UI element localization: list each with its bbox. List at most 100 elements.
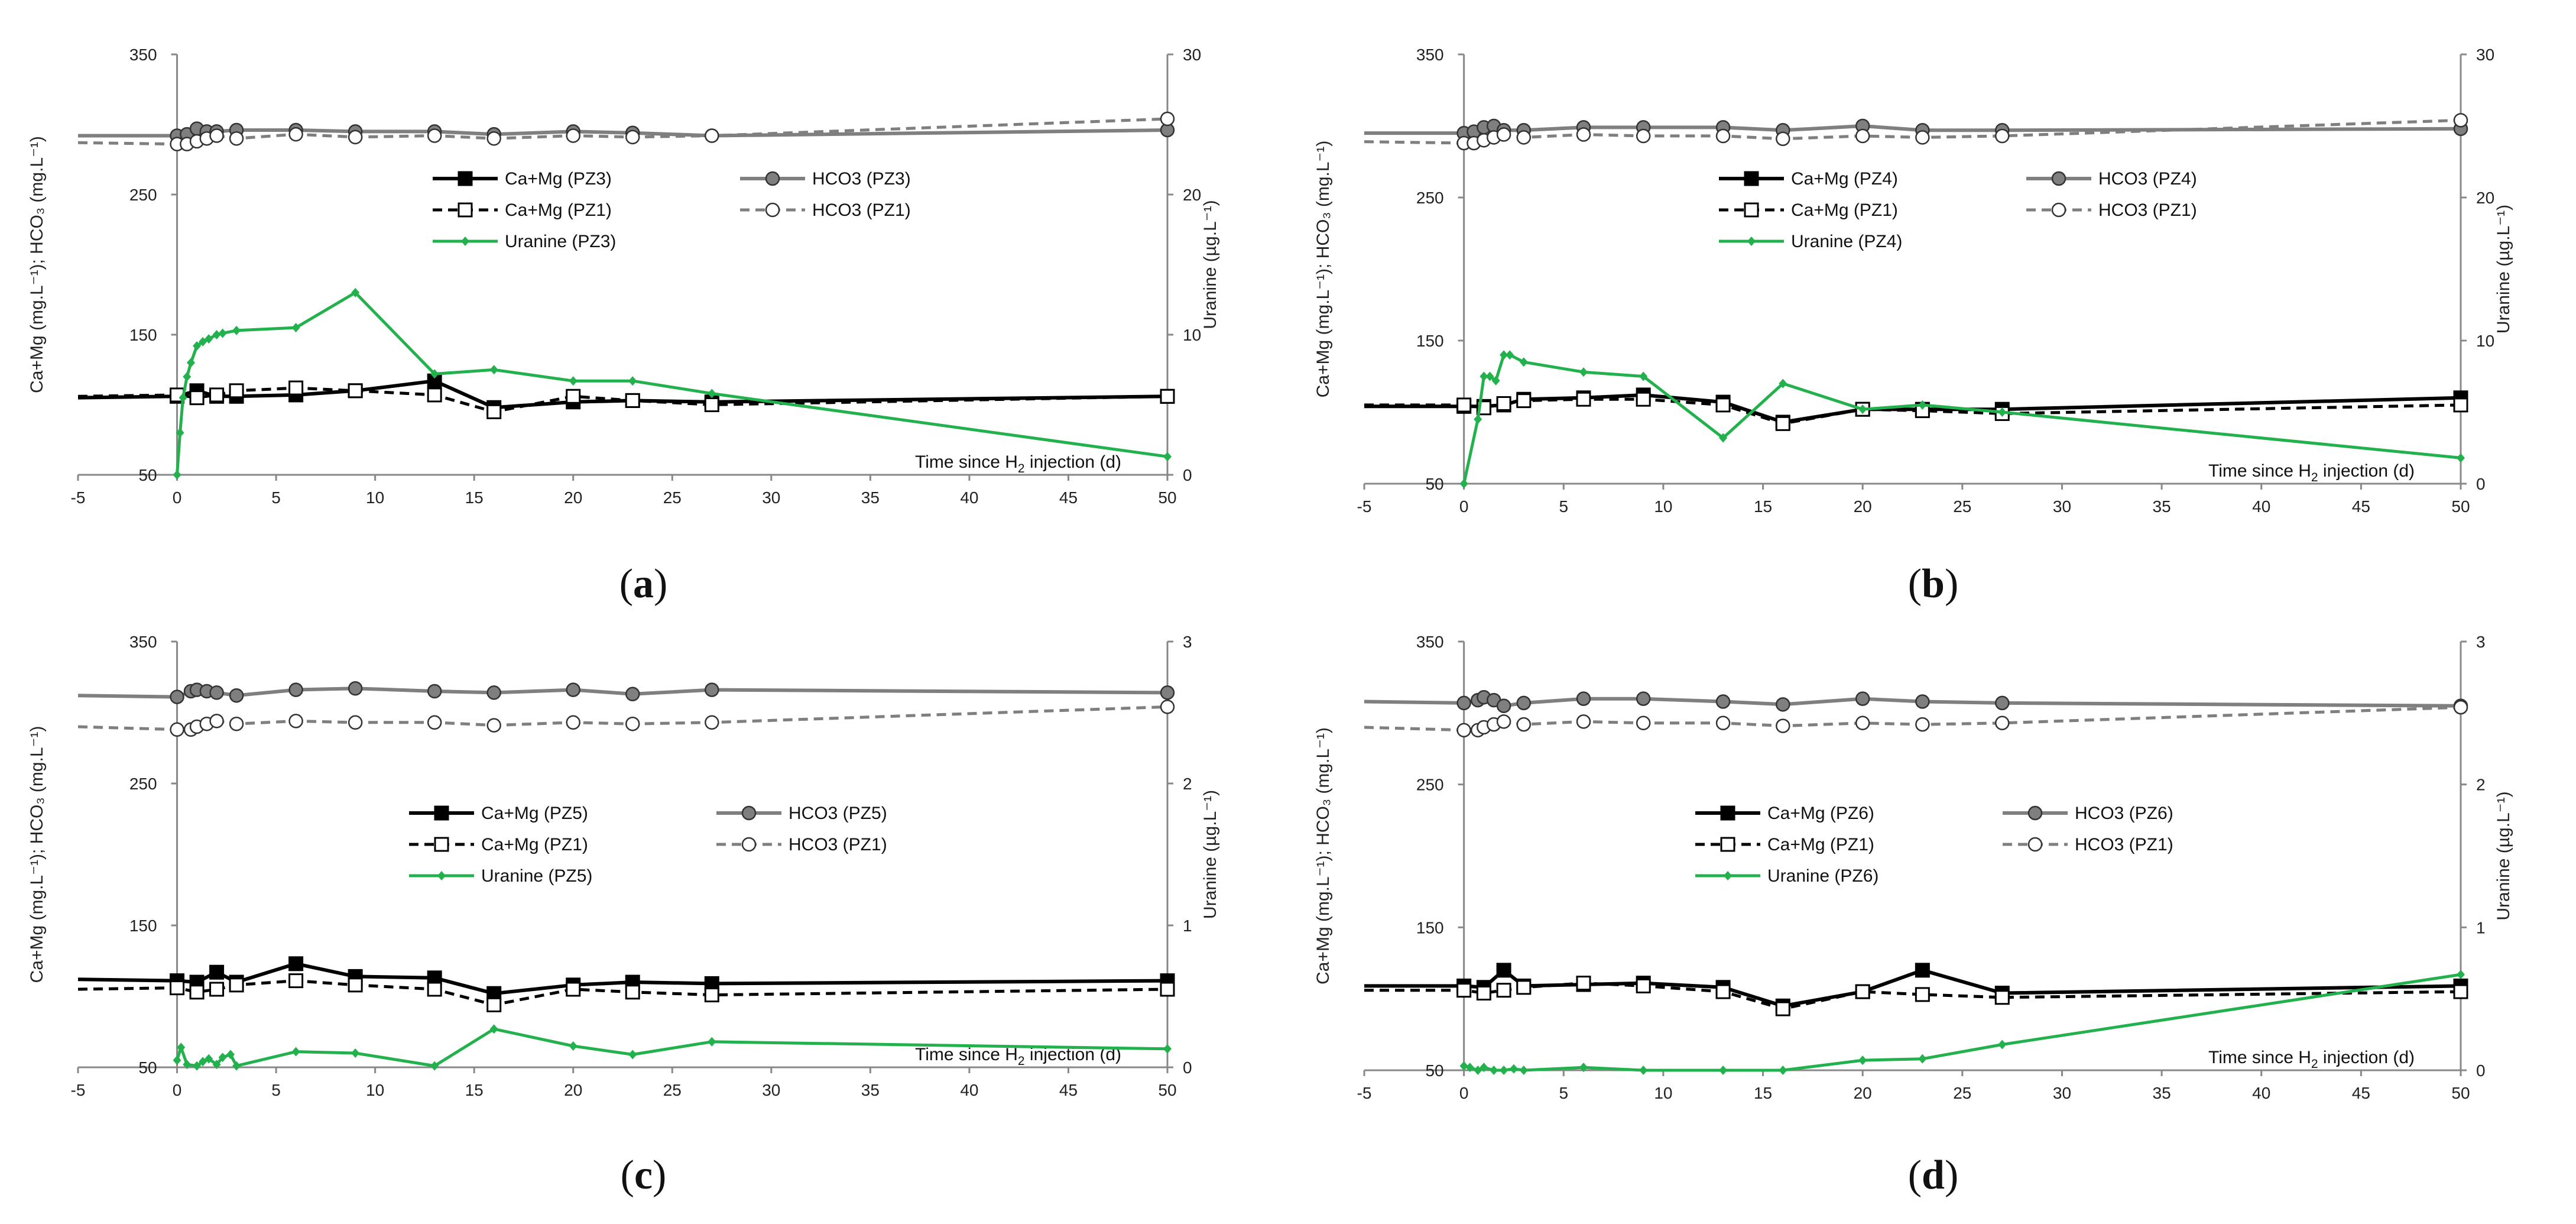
data-point — [427, 128, 442, 143]
data-point — [1775, 1001, 1790, 1016]
x-tick-label: 25 — [663, 1081, 682, 1099]
data-point — [1459, 1061, 1468, 1071]
y-axis-title-right: Uranine (µg.L⁻¹) — [2494, 205, 2513, 333]
data-point — [1456, 397, 1472, 413]
y-tick-label-left: 150 — [129, 917, 157, 935]
x-tick-label: 20 — [564, 488, 582, 507]
data-point — [1636, 391, 1651, 407]
data-point — [1995, 715, 2010, 730]
x-tick-label: 50 — [2451, 497, 2470, 516]
y-tick-label-right: 0 — [1183, 1058, 1192, 1077]
y-tick-label-left: 250 — [1416, 189, 1444, 207]
x-tick-label: 5 — [1559, 1084, 1568, 1102]
x-tick-label: 30 — [762, 488, 780, 507]
data-point — [1519, 357, 1528, 367]
legend: Ca+Mg (PZ3) HCO3 (PZ3) Ca+Mg (PZ1) HCO3 (PZ… — [433, 169, 911, 251]
series-ca_pz1 — [77, 380, 1175, 419]
legend-swatch-marker — [458, 202, 473, 218]
data-point — [1715, 715, 1731, 730]
data-point — [205, 334, 213, 344]
legend-swatch-marker — [741, 805, 757, 821]
legend-label: Ca+Mg (PZ3) — [505, 169, 612, 189]
data-point — [2453, 113, 2468, 128]
data-point — [348, 977, 363, 993]
x-tick-label: 25 — [1953, 497, 1971, 516]
data-point — [625, 687, 640, 702]
y-tick-label-left: 250 — [129, 186, 157, 204]
data-point — [1776, 718, 1790, 733]
series-uranine — [173, 1024, 1172, 1071]
data-point — [489, 365, 498, 375]
x-tick-label: 50 — [1158, 1081, 1176, 1099]
data-point — [189, 390, 205, 406]
legend-label: Ca+Mg (PZ1) — [481, 835, 588, 854]
y-tick-label-left: 50 — [1425, 1061, 1443, 1080]
legend-label: Uranine (PZ5) — [481, 866, 592, 886]
data-point — [232, 1061, 241, 1071]
data-point — [427, 684, 442, 699]
x-tick-label: -5 — [1357, 497, 1372, 516]
x-tick-label: 20 — [564, 1081, 582, 1099]
legend: Ca+Mg (PZ4) HCO3 (PZ4) Ca+Mg (PZ1) HCO3 (PZ… — [1719, 169, 2197, 251]
x-tick-label: 0 — [1459, 1084, 1469, 1102]
data-point — [1715, 397, 1731, 413]
series-hco3_pz1 — [1364, 113, 2468, 151]
legend-swatch-marker — [2051, 202, 2066, 218]
data-point — [625, 393, 640, 408]
data-point — [625, 716, 640, 731]
data-point — [1509, 1064, 1518, 1074]
data-point — [1776, 131, 1790, 147]
legend-label: Uranine (PZ6) — [1767, 866, 1879, 886]
y-tick-label-right: 3 — [2476, 633, 2486, 651]
x-tick-label: 35 — [2153, 497, 2171, 516]
legend-swatch-marker — [1724, 871, 1732, 880]
data-point — [187, 358, 196, 368]
data-point — [1500, 1066, 1508, 1075]
data-point — [1496, 698, 1511, 713]
y-tick-label-left: 350 — [1416, 46, 1444, 64]
data-point — [486, 718, 501, 733]
y-axis-title-left: Ca+Mg (mg.L⁻¹); HCO₃ (mg.L⁻¹) — [1313, 141, 1333, 398]
data-point — [704, 397, 719, 412]
x-tick-label: 10 — [366, 488, 384, 507]
legend-swatch-marker — [1720, 837, 1735, 852]
series-hco3_pz1 — [1364, 700, 2468, 738]
x-tick-label: 45 — [2352, 1084, 2370, 1102]
data-point — [1485, 371, 1494, 381]
data-point — [1496, 983, 1511, 998]
data-point — [1858, 404, 1867, 415]
data-point — [177, 1042, 186, 1053]
x-tick-label: -5 — [71, 1081, 86, 1099]
legend-label: Ca+Mg (PZ5) — [481, 804, 588, 823]
legend-label: HCO3 (PZ6) — [2075, 804, 2173, 823]
x-tick-label: 40 — [2252, 497, 2270, 516]
y-tick-label-right: 20 — [1183, 186, 1201, 204]
data-point — [176, 428, 184, 438]
y-tick-label-right: 10 — [2476, 332, 2494, 350]
x-tick-label: 20 — [1854, 1084, 1872, 1102]
data-point — [229, 383, 244, 399]
y-tick-label-left: 150 — [1416, 918, 1444, 937]
y-tick-label-right: 0 — [2476, 475, 2486, 493]
legend-label: HCO3 (PZ1) — [812, 200, 911, 220]
data-point — [229, 688, 244, 703]
chart-panel-a: -5 0 5 10 15 20 25 30 35 40 45 50 50 150 250 350 0 10 20 30… — [27, 46, 1220, 607]
x-tick-label: 40 — [960, 1081, 978, 1099]
y-tick-label-right: 3 — [1183, 633, 1192, 651]
data-point — [199, 336, 207, 347]
x-tick-label: 45 — [1059, 1081, 1078, 1099]
data-point — [1918, 1054, 1927, 1064]
x-tick-label: 40 — [2252, 1084, 2270, 1102]
data-point — [430, 369, 439, 379]
data-point — [430, 1061, 439, 1071]
legend-label: Ca+Mg (PZ4) — [1791, 169, 1898, 189]
legend-swatch-marker — [2027, 837, 2043, 852]
x-tick-label: -5 — [71, 488, 86, 507]
series-ca_pz1 — [1364, 391, 2468, 431]
data-point — [1719, 1066, 1728, 1075]
data-point — [1459, 479, 1468, 488]
legend-label: HCO3 (PZ3) — [812, 169, 911, 189]
x-tick-label: 15 — [1754, 1084, 1772, 1102]
data-point — [183, 372, 192, 382]
legend-swatch-marker — [2027, 805, 2043, 821]
